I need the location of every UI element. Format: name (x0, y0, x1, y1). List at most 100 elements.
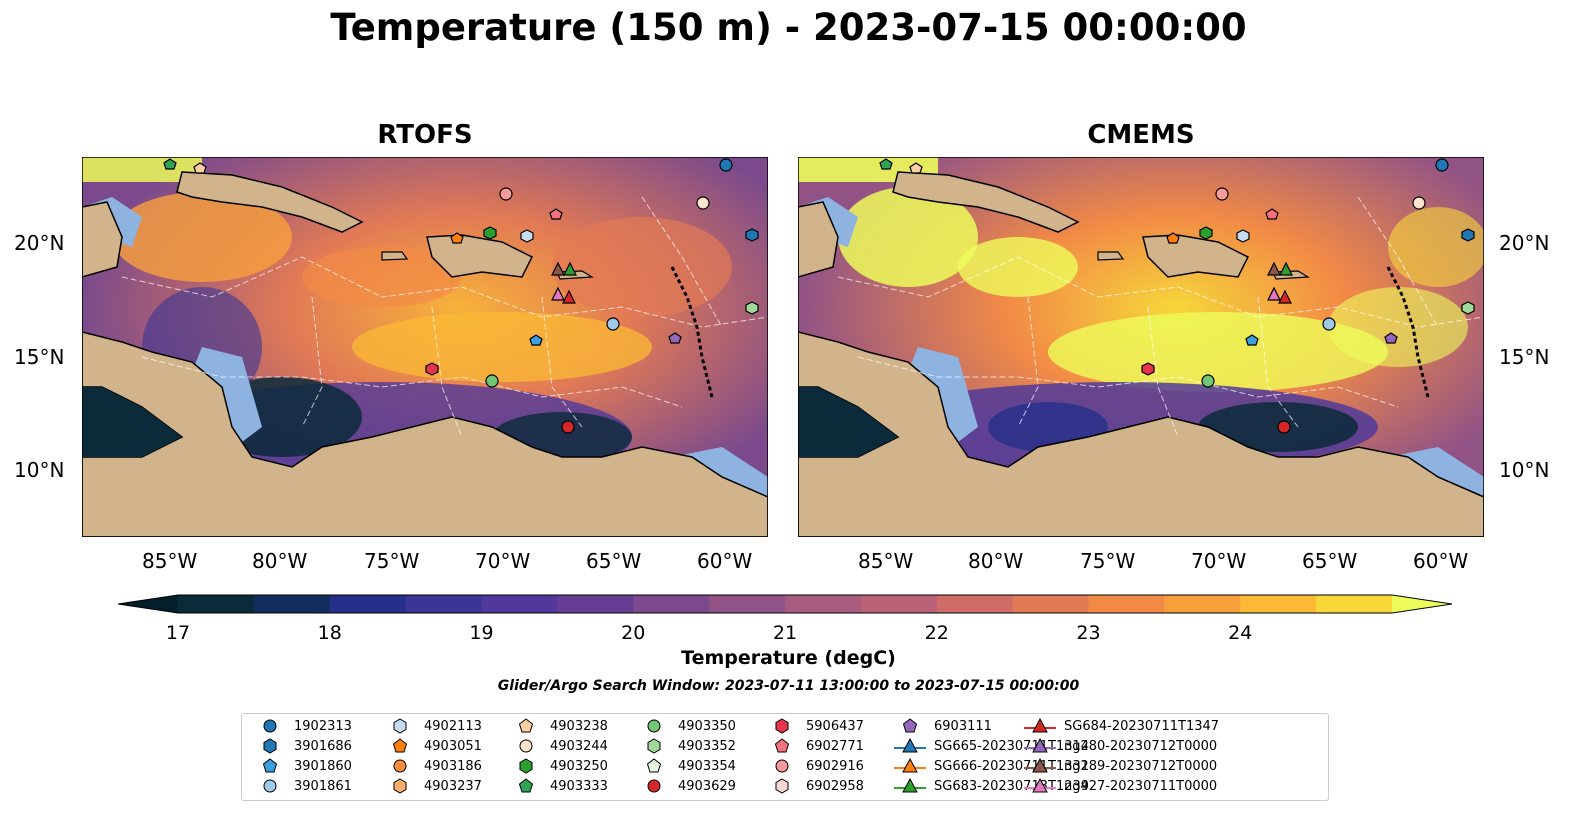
lon-label-70w-right: 70°W (1191, 549, 1247, 573)
colorbar-segment (405, 595, 482, 613)
legend-item: 4903629 (636, 776, 736, 796)
legend-item: ng280-20230712T0000 (1022, 736, 1217, 756)
legend-label: ng280-20230712T0000 (1064, 738, 1218, 754)
search-window-caption: Glider/Argo Search Window: 2023-07-11 13… (497, 678, 1080, 694)
lat-label-15n-right: 15°N (1499, 345, 1550, 369)
legend-item: SG684-20230711T1347 (1022, 716, 1219, 736)
colorbar-segment (1164, 595, 1241, 613)
legend-item: 4903352 (636, 736, 736, 756)
lon-label-60w: 60°W (697, 549, 753, 573)
lat-label-10n-left: 10°N (14, 458, 65, 482)
legend-label: 4903250 (550, 758, 608, 774)
colorbar-segment (633, 595, 710, 613)
colorbar-segment (253, 595, 331, 613)
legend-marker-icon (392, 738, 408, 753)
legend-label: 3901686 (294, 738, 352, 754)
panel-title-rtofs: RTOFS (377, 120, 473, 150)
legend-label: 4903186 (424, 758, 482, 774)
colorbar-tick-label: 24 (1228, 622, 1253, 644)
legend-marker-icon (1024, 717, 1056, 733)
legend-item: 4903250 (508, 756, 608, 776)
legend-label: 4903244 (550, 738, 608, 754)
hispaniola-land (426, 234, 534, 278)
legend-item: ng289-20230712T0000 (1022, 756, 1217, 776)
legend-marker-icon (262, 758, 278, 773)
lon-label-65w-right: 65°W (1302, 549, 1358, 573)
map-panel-rtofs (82, 157, 768, 537)
colorbar-tick-label: 22 (924, 622, 949, 644)
lat-label-15n-left: 15°N (14, 345, 65, 369)
legend-label: 4903051 (424, 738, 482, 754)
legend-marker-icon (1024, 757, 1056, 773)
lon-label-75w: 75°W (364, 549, 420, 573)
colorbar-tick-label: 17 (165, 622, 191, 644)
legend-label: 4903629 (678, 778, 736, 794)
legend-item: 4902113 (382, 716, 482, 736)
legend-item: 4903333 (508, 776, 608, 796)
legend-marker-icon (263, 738, 277, 754)
legend-label: 1902313 (294, 718, 352, 734)
legend-item: 4903238 (508, 716, 608, 736)
legend-item: 4903354 (636, 756, 736, 776)
legend-item: 4903237 (382, 776, 482, 796)
legend-item: 4903350 (636, 716, 736, 736)
lon-label-75w-right: 75°W (1080, 549, 1136, 573)
colorbar-extend-low (118, 595, 178, 613)
legend-marker-icon (263, 719, 277, 733)
colorbar-gradient (117, 594, 1453, 614)
legend-marker-icon (263, 779, 277, 793)
legend-item: 5906437 (764, 716, 864, 736)
yucatan-land (82, 201, 123, 278)
legend-marker-icon (519, 739, 533, 753)
legend-item: 4903244 (508, 736, 608, 756)
colorbar-segment (709, 595, 786, 613)
colorbar-tick-label: 21 (772, 622, 798, 644)
yucatan-land (798, 201, 839, 278)
colorbar-tick-label: 19 (469, 622, 494, 644)
main-title: Temperature (150 m) - 2023-07-15 00:00:0… (330, 6, 1247, 49)
legend-item: 1902313 (252, 716, 352, 736)
colorbar-extend-high (1392, 595, 1452, 613)
legend-item: 3901686 (252, 736, 352, 756)
legend-marker-icon (775, 778, 789, 794)
legend-marker-icon (519, 758, 533, 774)
colorbar-segment (178, 595, 255, 613)
legend-marker-icon (393, 759, 407, 773)
legend-marker-icon (1024, 737, 1056, 753)
colorbar-segment (1316, 595, 1393, 613)
legend-label: 4903238 (550, 718, 608, 734)
lat-label-20n-right: 20°N (1499, 231, 1550, 255)
panel-title-cmems: CMEMS (1087, 120, 1195, 150)
legend-label: ng289-20230712T0000 (1064, 758, 1218, 774)
legend-marker-icon (647, 738, 661, 754)
colorbar-segment (1012, 595, 1089, 613)
legend-label: SG683-20230713T1239 (934, 778, 1090, 794)
legend-item: 6902916 (764, 756, 864, 776)
legend-marker-icon (1024, 777, 1056, 793)
legend-marker-icon (393, 718, 407, 734)
legend-item: 4903051 (382, 736, 482, 756)
colorbar-segment (785, 595, 862, 613)
legend-marker-icon (775, 759, 789, 773)
legend-item: 6902958 (764, 776, 864, 796)
legend-label: 6902958 (806, 778, 864, 794)
legend-item: 4903186 (382, 756, 482, 776)
legend-item: 6903111 (892, 716, 992, 736)
legend-label: SG665-20230711T1314 (934, 738, 1090, 754)
legend-label: 6902916 (806, 758, 864, 774)
legend-item: SG683-20230713T1239 (892, 776, 1089, 796)
legend-label: 6903111 (934, 718, 992, 734)
map-panel-cmems (798, 157, 1484, 537)
legend-label: 4903350 (678, 718, 736, 734)
lon-label-85w: 85°W (142, 549, 198, 573)
legend-item: SG666-20230711T1331 (892, 756, 1089, 776)
legend-label: 3901861 (294, 778, 352, 794)
lon-label-60w-right: 60°W (1413, 549, 1469, 573)
colorbar-segment (481, 595, 558, 613)
legend-item: 3901860 (252, 756, 352, 776)
hispaniola-land (1142, 234, 1250, 278)
legend-label: 6902771 (806, 738, 864, 754)
legend-label: 4903237 (424, 778, 482, 794)
legend-marker-icon (894, 777, 926, 793)
legend-marker-icon (894, 737, 926, 753)
